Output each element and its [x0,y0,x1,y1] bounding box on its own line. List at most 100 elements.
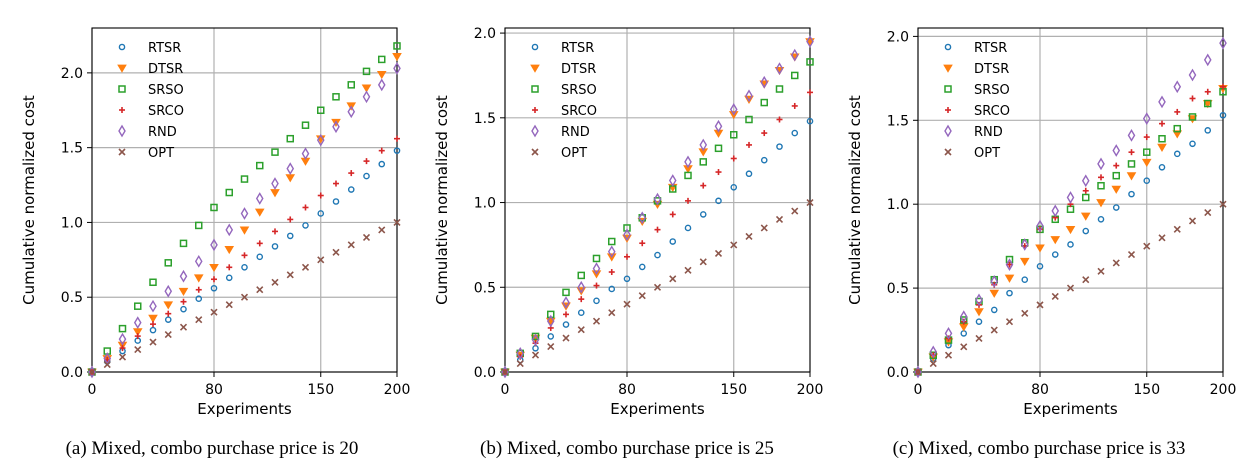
point-rtsr-12 [1097,215,1105,223]
point-opt-17 [347,241,355,249]
point-srso-10 [240,175,249,183]
point-srco-13 [700,182,707,189]
legend-entry-rnd: RND [118,124,177,140]
point-srso-9 [225,188,233,197]
legend-entry-opt: OPT [531,146,587,161]
point-rtsr-7 [195,295,203,303]
point-srco-17 [761,130,768,137]
legend-entry-srco: SRCO [945,104,1010,119]
point-rnd-20 [1219,36,1227,50]
point-srco-13 [1113,162,1120,169]
x-axis-label: Experiments [1023,400,1118,418]
point-srso-11 [256,161,264,170]
point-rtsr-11 [256,253,264,261]
point-srso-20 [806,58,814,66]
point-rnd-17 [760,75,769,89]
legend-marker-rnd [531,124,539,138]
point-opt-10 [1066,284,1075,292]
point-rnd-9 [225,223,234,237]
point-rtsr-6 [180,305,187,313]
point-dtsr-6 [1004,274,1015,283]
series-rnd [88,62,401,379]
point-srso-16 [332,93,340,101]
series-srco [502,89,813,375]
point-opt-19 [791,207,799,215]
point-dtsr-7 [193,274,204,283]
legend-label-opt: OPT [561,146,587,161]
point-srco-20 [807,89,813,96]
point-opt-4 [975,334,983,343]
point-srco-14 [302,204,309,211]
point-srco-13 [287,216,294,223]
point-dtsr-12 [1096,199,1106,208]
point-rnd-6 [1005,258,1014,271]
point-rnd-11 [255,192,264,205]
point-rnd-5 [990,275,999,288]
point-srso-13 [1112,171,1120,180]
point-rnd-3 [133,316,142,330]
point-opt-10 [240,293,249,301]
point-rtsr-16 [1158,163,1166,171]
point-opt-18 [1188,217,1197,225]
legend-entry-srso: SRSO [118,83,184,98]
legend-label-opt: OPT [974,146,1000,161]
x-tick-label-3: 200 [797,382,824,398]
point-srso-5 [164,259,172,267]
point-opt-6 [592,317,601,325]
point-rnd-16 [332,120,340,134]
legend-label-dtsr: DTSR [974,62,1009,77]
x-tick-label-3: 200 [1210,382,1237,398]
point-srso-18 [775,85,784,93]
point-opt-9 [225,301,233,309]
x-axis-label: Experiments [197,400,292,418]
x-tick-label-1: 80 [618,382,636,398]
point-dtsr-4 [148,314,158,323]
x-axis-label: Experiments [610,400,705,418]
legend-marker-srco [119,107,125,113]
legend-marker-srso [944,85,952,93]
y-axis-label: Cumulative normalized cost [846,95,864,305]
legend-entry-dtsr: DTSR [943,62,1009,77]
point-srco-14 [715,169,722,176]
chart-b: 0 80 150 200 0.0 0.5 1.0 1.5 2.0 Experiments Cumul… [433,26,823,418]
point-opt-7 [195,316,203,324]
legend-entry-srco: SRCO [532,104,597,119]
point-opt-19 [1204,209,1212,217]
point-opt-14 [714,249,723,257]
point-rtsr-6 [1006,289,1013,297]
point-rnd-13 [1112,144,1121,157]
point-rtsr-19 [791,129,799,137]
point-rtsr-13 [286,232,294,240]
point-rtsr-5 [164,316,172,323]
point-rnd-12 [1097,157,1105,171]
legend-label-rtsr: RTSR [974,41,1007,56]
point-srso-7 [608,237,616,246]
point-rnd-7 [607,245,616,259]
point-rnd-15 [729,102,738,116]
point-rtsr-7 [1021,276,1029,284]
point-srco-10 [241,252,248,259]
point-rnd-2 [118,332,127,346]
series-rnd [914,36,1227,379]
point-dtsr-15 [1141,158,1152,168]
point-rnd-17 [1173,80,1182,94]
point-srso-20 [393,42,401,50]
point-opt-19 [378,226,386,234]
point-opt-20 [393,218,401,227]
point-dtsr-4 [974,308,984,317]
point-srso-2 [118,324,127,333]
legend-label-rnd: RND [974,125,1003,140]
point-rtsr-10 [241,264,248,271]
point-dtsr-16 [1157,143,1167,152]
point-rnd-9 [1051,204,1060,218]
point-rnd-3 [959,310,968,323]
point-srso-6 [179,239,188,248]
point-opt-16 [745,232,753,240]
legend-entry-opt: OPT [118,146,174,161]
point-dtsr-13 [285,174,296,183]
y-tick-label-1: 0.5 [887,281,909,297]
legend-label-rtsr: RTSR [561,41,594,56]
point-rtsr-6 [593,297,600,305]
point-srso-13 [699,158,707,166]
